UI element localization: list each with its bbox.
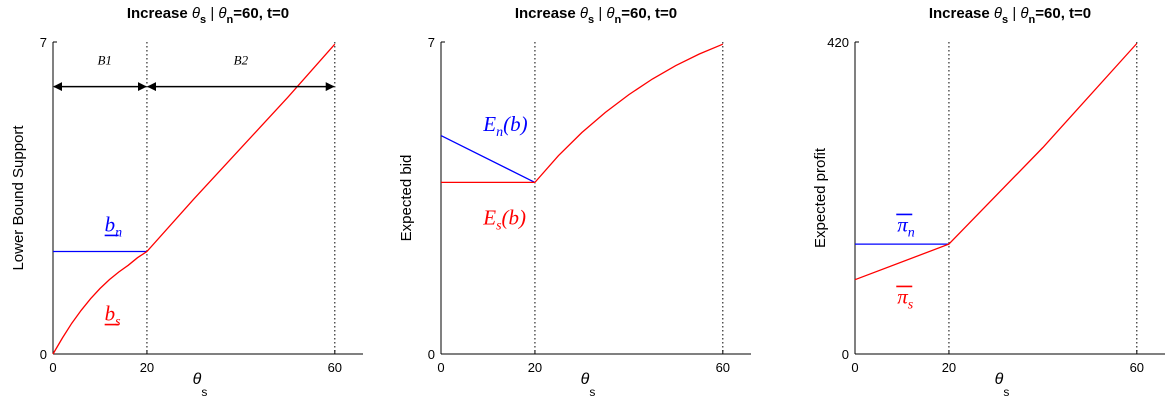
y-axis-label: Expected profit (812, 147, 829, 248)
panel-expected-bid: Increase θs | θn=60, t=0 0 20 60 0 7 θs Expecte… (398, 5, 751, 399)
x-tick-label: 20 (528, 360, 542, 375)
annotation-b-s: bs (105, 302, 122, 330)
y-tick-label: 7 (40, 35, 47, 50)
y-tick-label: 0 (40, 347, 47, 362)
x-tick-label: 0 (49, 360, 56, 375)
annotation-pi-s: πs (897, 284, 914, 312)
series-line-n (440, 135, 536, 183)
annotation-pi-n: πn (897, 212, 915, 240)
panel-expected-profit: Increase θs | θn=60, t=0 0 20 60 0 420 θs Expec… (812, 5, 1165, 399)
annotation-b-n: bn (105, 212, 123, 240)
x-tick-label: 20 (942, 360, 956, 375)
annotation-b2: B2 (234, 52, 249, 67)
annotation-b1: B1 (97, 52, 111, 67)
series-line-s (52, 43, 336, 355)
x-tick-label: 0 (851, 360, 858, 375)
series-line-s (854, 43, 1138, 281)
x-tick-label: 60 (328, 360, 342, 375)
x-tick-label: 20 (140, 360, 154, 375)
annotation-e-n: En(b) (482, 112, 527, 140)
annotation-e-s: Es(b) (482, 206, 526, 234)
x-axis-label: θs (995, 371, 1010, 399)
y-axis-label: Expected bid (398, 155, 415, 242)
chart-title: Increase θs | θn=60, t=0 (515, 5, 677, 26)
y-tick-label: 7 (428, 35, 435, 50)
panel-lower-bound-support: Increase θs | θn=60, t=0 0 20 60 0 7 θs Lower B… (10, 5, 363, 399)
chart-title: Increase θs | θn=60, t=0 (929, 5, 1091, 26)
y-tick-label: 420 (827, 35, 849, 50)
y-axis-label: Lower Bound Support (10, 125, 27, 271)
x-axis-label: θs (581, 371, 596, 399)
y-tick-label: 0 (842, 347, 849, 362)
x-axis-label: θs (193, 371, 208, 399)
chart-title: Increase θs | θn=60, t=0 (127, 5, 289, 26)
x-tick-label: 0 (437, 360, 444, 375)
y-tick-label: 0 (428, 347, 435, 362)
x-tick-label: 60 (1130, 360, 1144, 375)
series-line-s (441, 43, 724, 184)
x-tick-label: 60 (716, 360, 730, 375)
